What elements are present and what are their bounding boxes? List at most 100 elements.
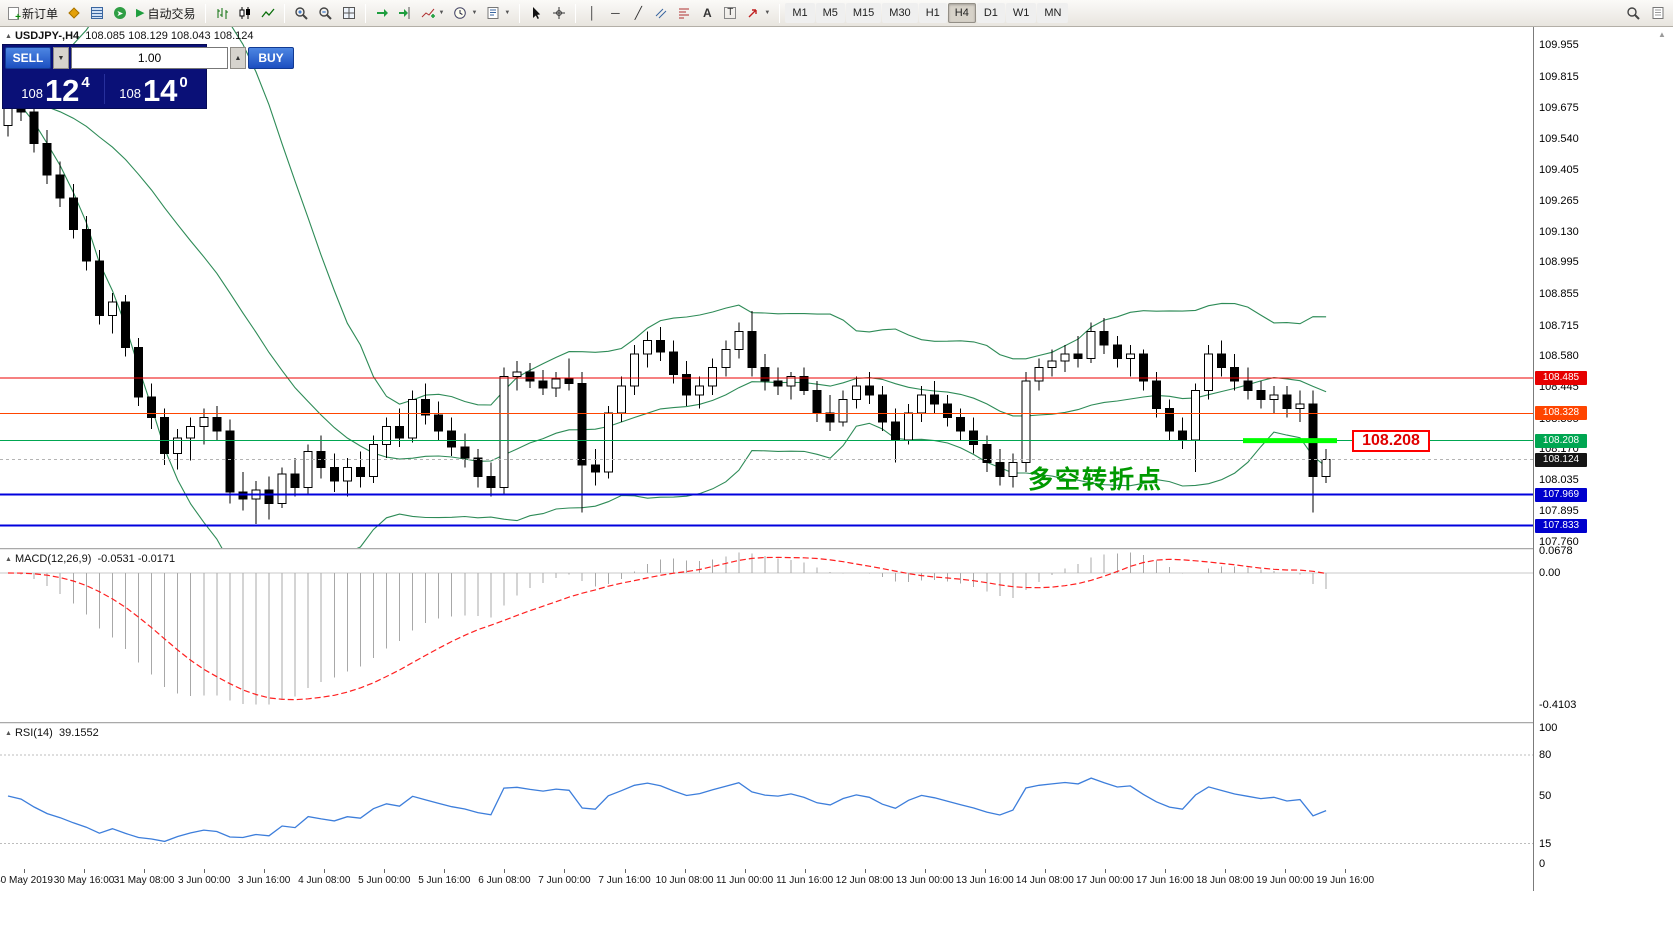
time-tick bbox=[84, 869, 86, 873]
fibonacci-button[interactable] bbox=[673, 2, 695, 24]
tab-timeframe-M15[interactable]: M15 bbox=[845, 3, 882, 23]
search-button[interactable] bbox=[1622, 2, 1645, 24]
search-icon bbox=[1627, 6, 1640, 20]
tile-windows-button[interactable] bbox=[338, 2, 360, 24]
time-axis-label: 7 Jun 00:00 bbox=[538, 875, 591, 886]
macd-values-readout: -0.0531 -0.0171 bbox=[97, 553, 176, 565]
sell-price-pip: 4 bbox=[81, 74, 90, 91]
time-axis-label: 3 Jun 16:00 bbox=[238, 875, 291, 886]
volume-increase-button[interactable]: ▲ bbox=[230, 47, 246, 69]
time-tick bbox=[1104, 869, 1106, 873]
market-watch-icon bbox=[68, 7, 80, 19]
time-axis-label: 30 May 2019 bbox=[0, 875, 53, 886]
vertical-line-button[interactable]: │ bbox=[581, 2, 603, 24]
time-tick bbox=[864, 869, 866, 873]
collapse-icon[interactable]: ▲ bbox=[5, 556, 12, 563]
time-axis-label: 18 Jun 08:00 bbox=[1196, 875, 1254, 886]
sell-button[interactable]: SELL bbox=[5, 47, 51, 69]
arrows-button[interactable]: ▼ bbox=[742, 2, 774, 24]
chart-shift-button[interactable] bbox=[394, 2, 416, 24]
horizontal-line-button[interactable]: ─ bbox=[604, 2, 626, 24]
text-button[interactable]: A bbox=[696, 2, 718, 24]
scrollbar-up-icon[interactable]: ▲ bbox=[1658, 30, 1666, 39]
chart-window: ▲ USDJPY-,H4 108.085 108.129 108.043 108.… bbox=[0, 27, 1673, 951]
trendline-icon: ╱ bbox=[634, 6, 642, 20]
price-tag: 108.328 bbox=[1535, 406, 1587, 421]
indicators-button[interactable]: ▼ bbox=[417, 2, 449, 24]
axis-label: 109.675 bbox=[1539, 102, 1579, 115]
crosshair-button[interactable] bbox=[548, 2, 570, 24]
panel-divider[interactable] bbox=[0, 722, 1673, 724]
fibonacci-icon bbox=[679, 8, 690, 19]
volume-input[interactable] bbox=[71, 47, 228, 69]
axis-label: 0.00 bbox=[1539, 567, 1561, 579]
tab-timeframe-MN[interactable]: MN bbox=[1037, 3, 1069, 23]
channel-icon bbox=[656, 8, 667, 19]
price-chart-panel[interactable]: ▲ USDJPY-,H4 108.085 108.129 108.043 108.… bbox=[0, 27, 1533, 548]
auto-scroll-icon bbox=[376, 9, 388, 17]
navigator-icon: ➤ bbox=[114, 7, 127, 19]
toolbar-separator bbox=[283, 3, 285, 23]
data-window-button[interactable] bbox=[86, 2, 108, 24]
time-tick bbox=[924, 869, 926, 873]
market-watch-button[interactable] bbox=[63, 2, 85, 24]
tab-timeframe-M5[interactable]: M5 bbox=[815, 3, 845, 23]
bar-chart-button[interactable] bbox=[211, 2, 233, 24]
tab-timeframe-M1[interactable]: M1 bbox=[785, 3, 815, 23]
time-axis-label: 30 May 16:00 bbox=[53, 875, 115, 886]
buy-button[interactable]: BUY bbox=[248, 47, 294, 69]
bar-chart-icon bbox=[217, 8, 228, 19]
symbol-ohlc-readout: 108.085 108.129 108.043 108.124 bbox=[85, 30, 254, 42]
tab-timeframe-D1[interactable]: D1 bbox=[976, 3, 1005, 23]
candlestick-button[interactable] bbox=[234, 2, 256, 24]
line-chart-button[interactable] bbox=[257, 2, 279, 24]
panel-divider[interactable] bbox=[0, 548, 1673, 550]
tab-timeframe-H1[interactable]: H1 bbox=[918, 3, 947, 23]
sell-price-display[interactable]: 108 12 4 bbox=[7, 74, 104, 106]
macd-panel[interactable]: ▲ MACD(12,26,9) -0.0531 -0.0171 bbox=[0, 550, 1533, 722]
auto-scroll-button[interactable] bbox=[371, 2, 393, 24]
time-tick bbox=[144, 869, 146, 873]
templates-button[interactable]: ▼ bbox=[482, 2, 514, 24]
price-tag: 107.833 bbox=[1535, 518, 1587, 533]
new-order-label: 新订单 bbox=[22, 6, 59, 21]
zoom-out-button[interactable] bbox=[314, 2, 337, 24]
axis-label: 107.895 bbox=[1539, 505, 1579, 518]
trendline-button[interactable]: ╱ bbox=[627, 2, 649, 24]
tab-timeframe-M30[interactable]: M30 bbox=[882, 3, 918, 23]
vertical-line-icon: │ bbox=[588, 6, 597, 20]
price-tag: 108.208 bbox=[1535, 433, 1587, 448]
time-axis-label: 17 Jun 00:00 bbox=[1075, 875, 1134, 886]
time-tick bbox=[324, 869, 326, 873]
new-order-button[interactable]: 新订单 bbox=[4, 2, 62, 24]
tab-timeframe-H4[interactable]: H4 bbox=[947, 3, 976, 23]
time-tick bbox=[444, 869, 446, 873]
time-axis[interactable]: 30 May 2019 30 May 16:00 31 May 08:00 3 Jun… bbox=[0, 869, 1533, 891]
chevron-down-icon: ▼ bbox=[764, 10, 771, 16]
equidistant-channel-button[interactable] bbox=[650, 2, 672, 24]
buy-price-display[interactable]: 108 14 0 bbox=[104, 72, 202, 108]
help-button[interactable] bbox=[1647, 2, 1669, 24]
collapse-icon[interactable]: ▲ bbox=[5, 730, 12, 737]
axis-label: 50 bbox=[1539, 790, 1552, 802]
tab-timeframe-W1[interactable]: W1 bbox=[1005, 3, 1037, 23]
time-tick bbox=[1164, 869, 1166, 873]
time-axis-label: 19 Jun 00:00 bbox=[1256, 875, 1314, 886]
buy-price-big: 14 bbox=[142, 72, 178, 108]
text-tool-icon: A bbox=[703, 6, 712, 20]
axis-label: 109.130 bbox=[1539, 225, 1579, 238]
collapse-icon[interactable]: ▲ bbox=[5, 33, 12, 40]
navigator-button[interactable]: ➤ bbox=[109, 2, 131, 24]
periods-button[interactable]: ▼ bbox=[449, 2, 481, 24]
cursor-button[interactable] bbox=[525, 2, 547, 24]
time-axis-label: 19 Jun 16:00 bbox=[1316, 875, 1375, 886]
price-axis[interactable]: ▲ 109.955 109.815 109.675 109.540 109.405 109… bbox=[1533, 27, 1673, 891]
time-axis-label: 6 Jun 08:00 bbox=[478, 875, 531, 886]
volume-decrease-button[interactable]: ▼ bbox=[53, 47, 69, 69]
rsi-panel[interactable]: ▲ RSI(14) 39.1552 bbox=[0, 724, 1533, 869]
zoom-in-button[interactable] bbox=[290, 2, 313, 24]
text-label-button[interactable]: T bbox=[719, 2, 741, 24]
autotrading-button[interactable]: ▶ 自动交易 bbox=[132, 2, 199, 24]
axis-label: 15 bbox=[1539, 837, 1552, 850]
